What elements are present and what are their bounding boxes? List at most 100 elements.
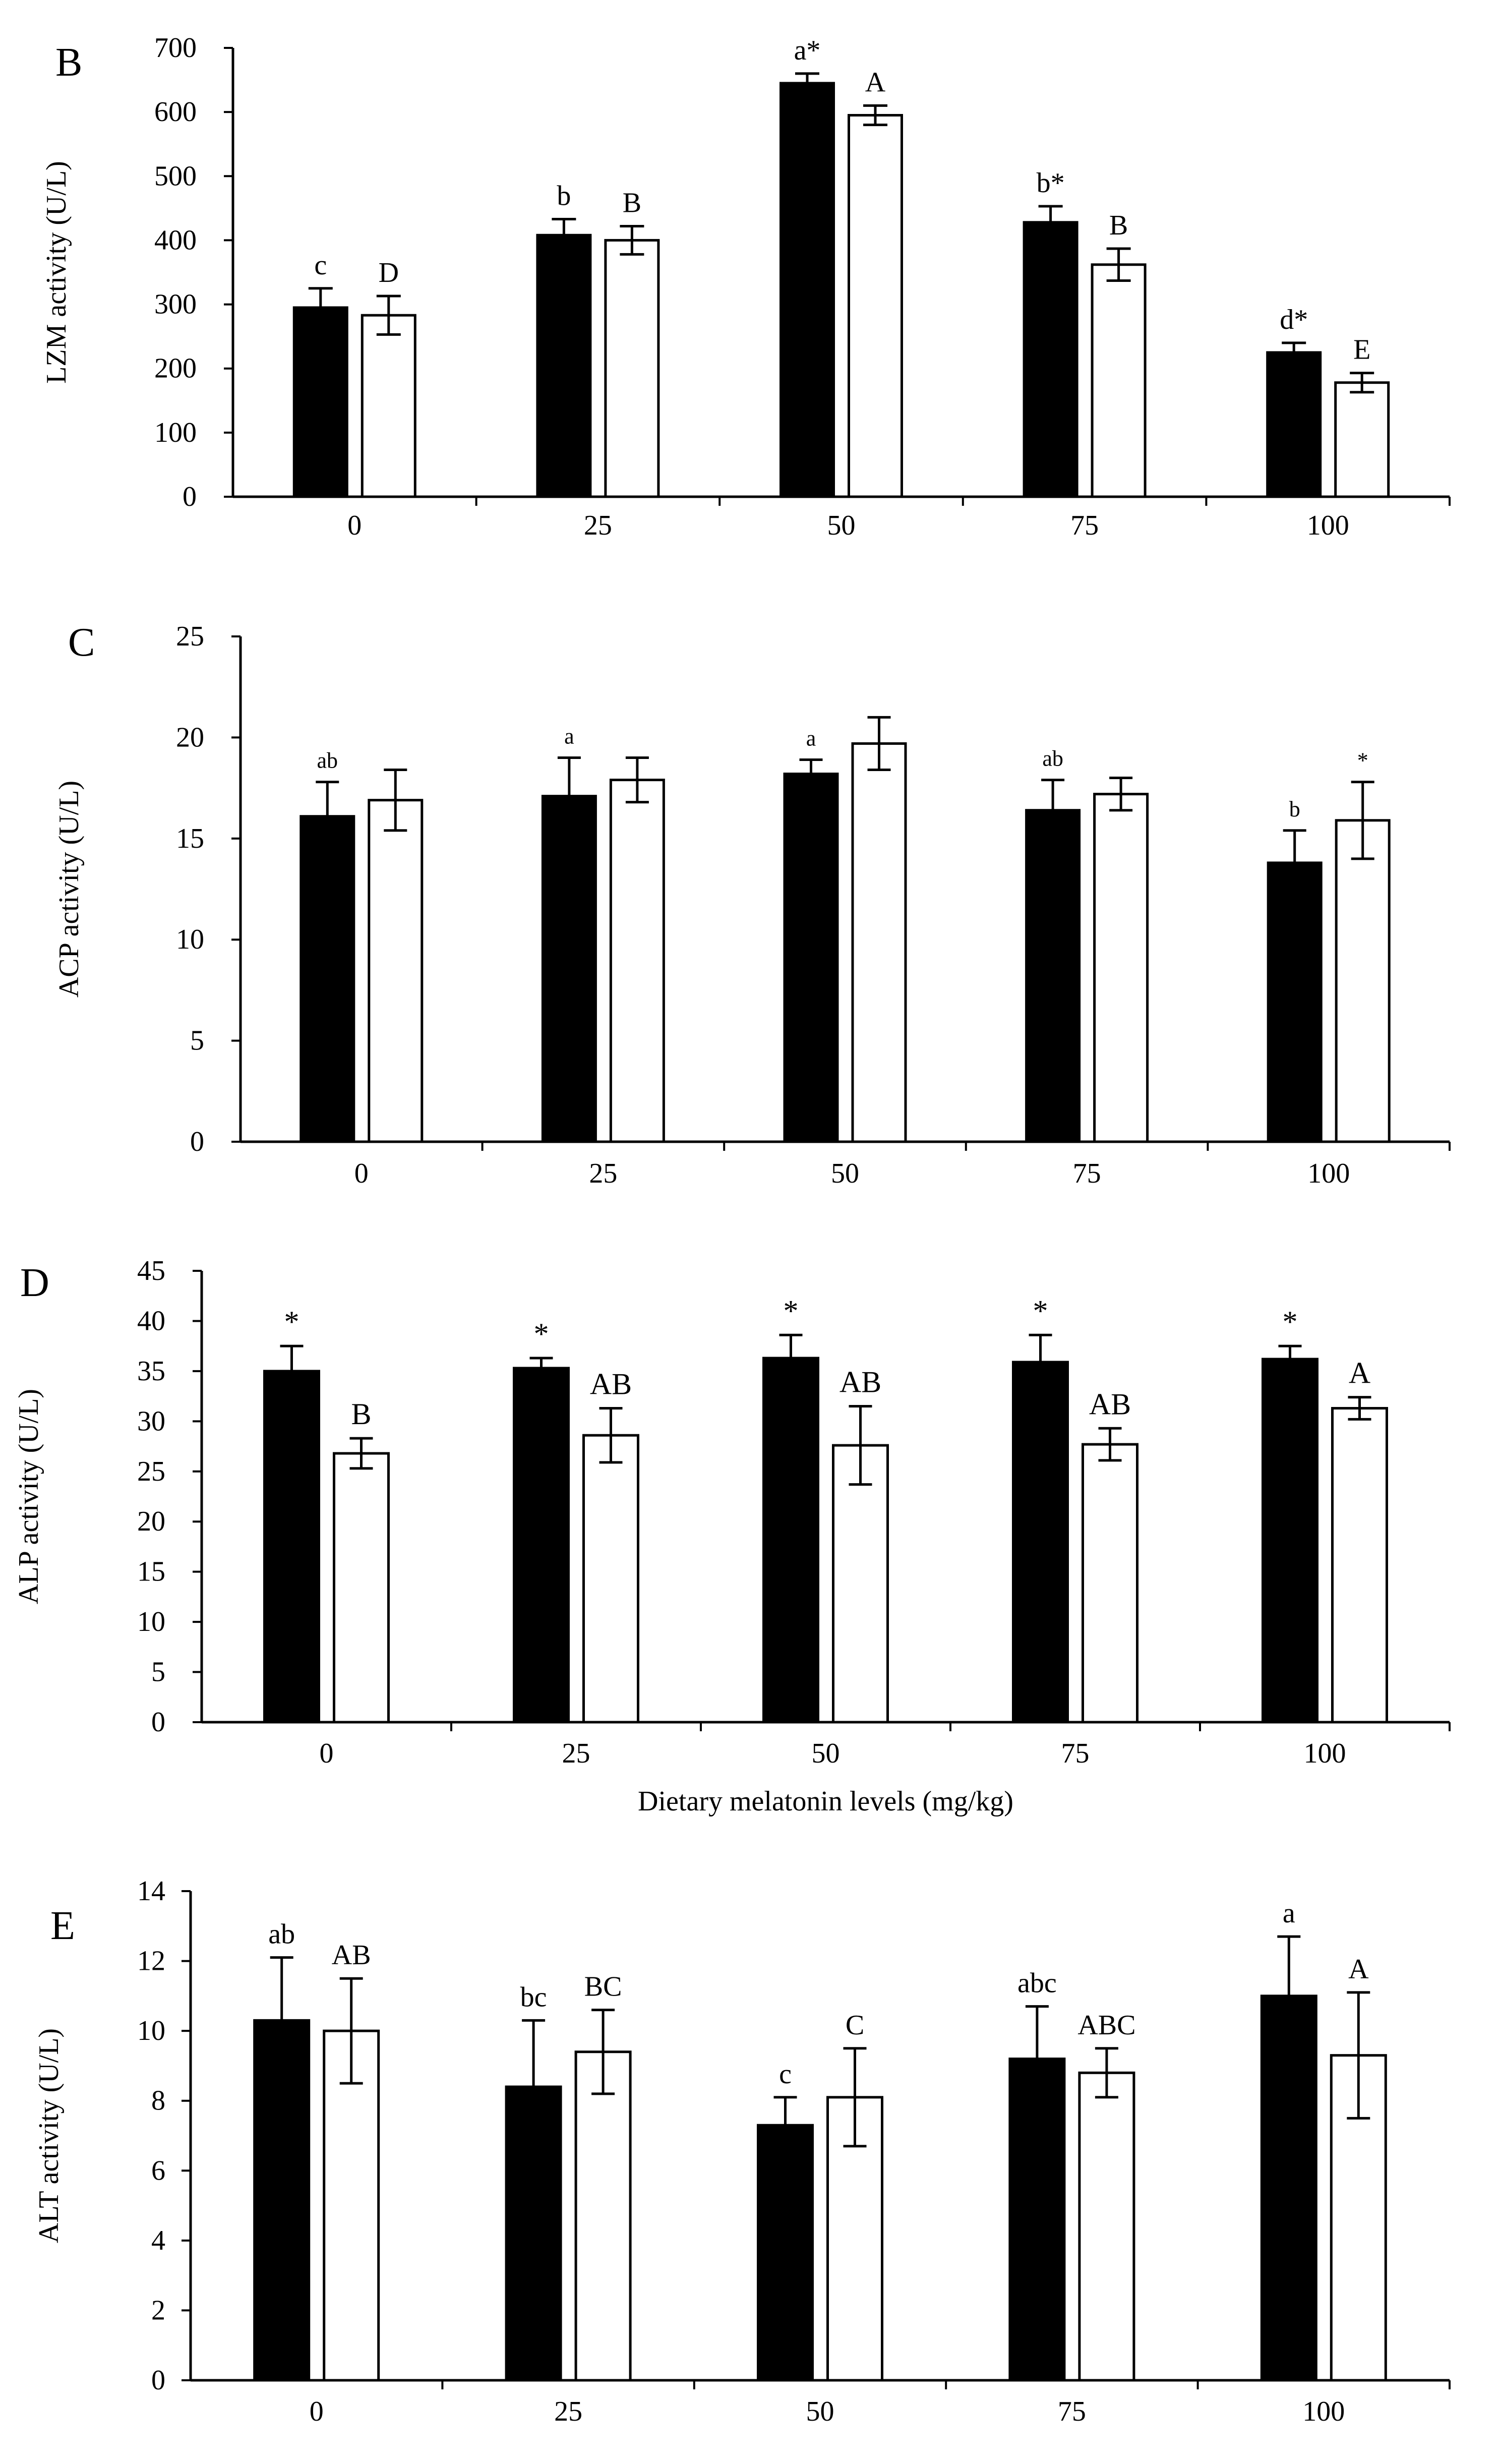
- panel-letter: D: [20, 1261, 49, 1305]
- panel-letter: B: [55, 40, 82, 85]
- significance-label: b: [557, 180, 571, 211]
- y-tick-label: 35: [137, 1356, 165, 1387]
- significance-label: E: [1353, 334, 1370, 366]
- significance-label: bc: [520, 1981, 547, 2013]
- significance-label: a: [564, 724, 574, 748]
- y-tick-label: 2: [151, 2295, 165, 2326]
- significance-label: a: [806, 726, 816, 750]
- y-tick-label: 200: [154, 353, 197, 384]
- y-tick-label: 0: [190, 1126, 204, 1157]
- y-tick-label: 25: [137, 1456, 165, 1487]
- bar-black: [263, 1370, 320, 1724]
- y-axis-label: ALT activity (U/L): [33, 2028, 65, 2243]
- significance-label: c: [314, 250, 327, 281]
- x-tick-label: 25: [589, 1158, 617, 1189]
- significance-label: *: [1033, 1294, 1048, 1327]
- significance-label: AB: [332, 1940, 371, 1971]
- significance-label: D: [379, 257, 399, 288]
- y-axis-label: ACP activity (U/L): [53, 781, 85, 998]
- y-tick-label: 8: [151, 2085, 165, 2117]
- y-tick-label: 10: [176, 924, 204, 955]
- y-tick-label: 20: [137, 1506, 165, 1537]
- x-tick-label: 0: [320, 1738, 334, 1769]
- x-tick-label: 75: [1073, 1158, 1101, 1189]
- y-tick-label: 300: [154, 289, 197, 320]
- bar-white: [333, 1452, 390, 1724]
- y-tick-label: 4: [151, 2225, 165, 2256]
- significance-label: ab: [268, 1919, 295, 1950]
- significance-label: ABC: [1077, 2010, 1135, 2041]
- y-tick-label: 5: [190, 1025, 204, 1057]
- y-tick-label: 30: [137, 1405, 165, 1437]
- x-tick-label: 0: [347, 510, 362, 541]
- bar-black: [762, 1357, 819, 1724]
- bar-white: [848, 114, 903, 498]
- y-tick-label: 10: [137, 1606, 165, 1637]
- y-tick-label: 12: [137, 1946, 165, 1977]
- bar-white: [1078, 2071, 1135, 2382]
- significance-label: a*: [794, 35, 821, 66]
- bar-black: [1262, 1358, 1318, 1724]
- y-tick-label: 5: [151, 1657, 165, 1688]
- x-tick-label: 25: [584, 510, 612, 541]
- x-tick-label: 100: [1307, 1158, 1350, 1189]
- panel-e: E 0 2 4 6 8 10 12 14 ALT activity (U/L) 0 ab AB 25 bc B…: [33, 1875, 1451, 2427]
- bar-black: [783, 773, 839, 1143]
- bar-white: [574, 2050, 632, 2382]
- y-tick-label: 15: [137, 1556, 165, 1588]
- x-tick-label: 100: [1307, 510, 1349, 541]
- significance-label: A: [865, 67, 886, 98]
- y-axis-label: ALP activity (U/L): [13, 1389, 44, 1604]
- bar-black: [513, 1367, 570, 1724]
- y-tick-label: 600: [154, 96, 197, 128]
- significance-label: a: [1283, 1898, 1295, 1929]
- bar-white: [361, 314, 416, 498]
- panel-letter: E: [50, 1904, 75, 1948]
- x-tick-label: 75: [1061, 1738, 1090, 1769]
- x-tick-label: 25: [562, 1738, 590, 1769]
- significance-label: AB: [840, 1366, 881, 1399]
- y-tick-label: 400: [154, 224, 197, 256]
- y-tick-label: 0: [151, 1707, 165, 1738]
- significance-label: abc: [1017, 1968, 1057, 1999]
- x-tick-label: 0: [310, 2396, 324, 2427]
- bar-white: [832, 1444, 889, 1724]
- x-tick-label: 50: [831, 1158, 859, 1189]
- y-tick-label: 700: [154, 32, 197, 64]
- panel-letter: C: [68, 620, 95, 665]
- y-tick-label: 20: [176, 722, 204, 753]
- significance-label: *: [284, 1305, 299, 1338]
- x-tick-label: 0: [354, 1158, 369, 1189]
- y-tick-label: 25: [176, 621, 204, 652]
- bar-black: [1008, 2058, 1066, 2382]
- y-tick-label: 10: [137, 2015, 165, 2046]
- x-tick-label: 50: [827, 510, 856, 541]
- significance-label: AB: [590, 1367, 632, 1400]
- significance-label: *: [534, 1317, 549, 1351]
- bar-black: [1012, 1361, 1069, 1724]
- significance-label: C: [846, 2010, 864, 2041]
- y-tick-label: 40: [137, 1305, 165, 1336]
- bar-white: [1331, 1406, 1388, 1724]
- significance-label: BC: [584, 1971, 622, 2003]
- significance-label: c: [779, 2059, 792, 2090]
- bar-white: [1082, 1443, 1138, 1724]
- bar-black: [1266, 351, 1322, 498]
- bar-white: [609, 779, 665, 1143]
- bar-white: [582, 1434, 639, 1724]
- x-tick-label: 75: [1058, 2396, 1086, 2427]
- bar-black: [541, 795, 597, 1143]
- significance-label: B: [1109, 210, 1128, 241]
- significance-label: A: [1349, 1357, 1370, 1390]
- x-tick-label: 50: [806, 2396, 834, 2427]
- bar-white: [1091, 263, 1147, 498]
- bar-white: [604, 239, 660, 498]
- x-axis-label: Dietary melatonin levels (mg/kg): [638, 1786, 1013, 1817]
- x-tick-label: 25: [554, 2396, 582, 2427]
- y-tick-label: 45: [137, 1255, 165, 1286]
- x-tick-label: 50: [812, 1738, 840, 1769]
- y-tick-label: 0: [151, 2365, 165, 2396]
- significance-label: b*: [1037, 167, 1065, 199]
- y-tick-label: 500: [154, 160, 197, 192]
